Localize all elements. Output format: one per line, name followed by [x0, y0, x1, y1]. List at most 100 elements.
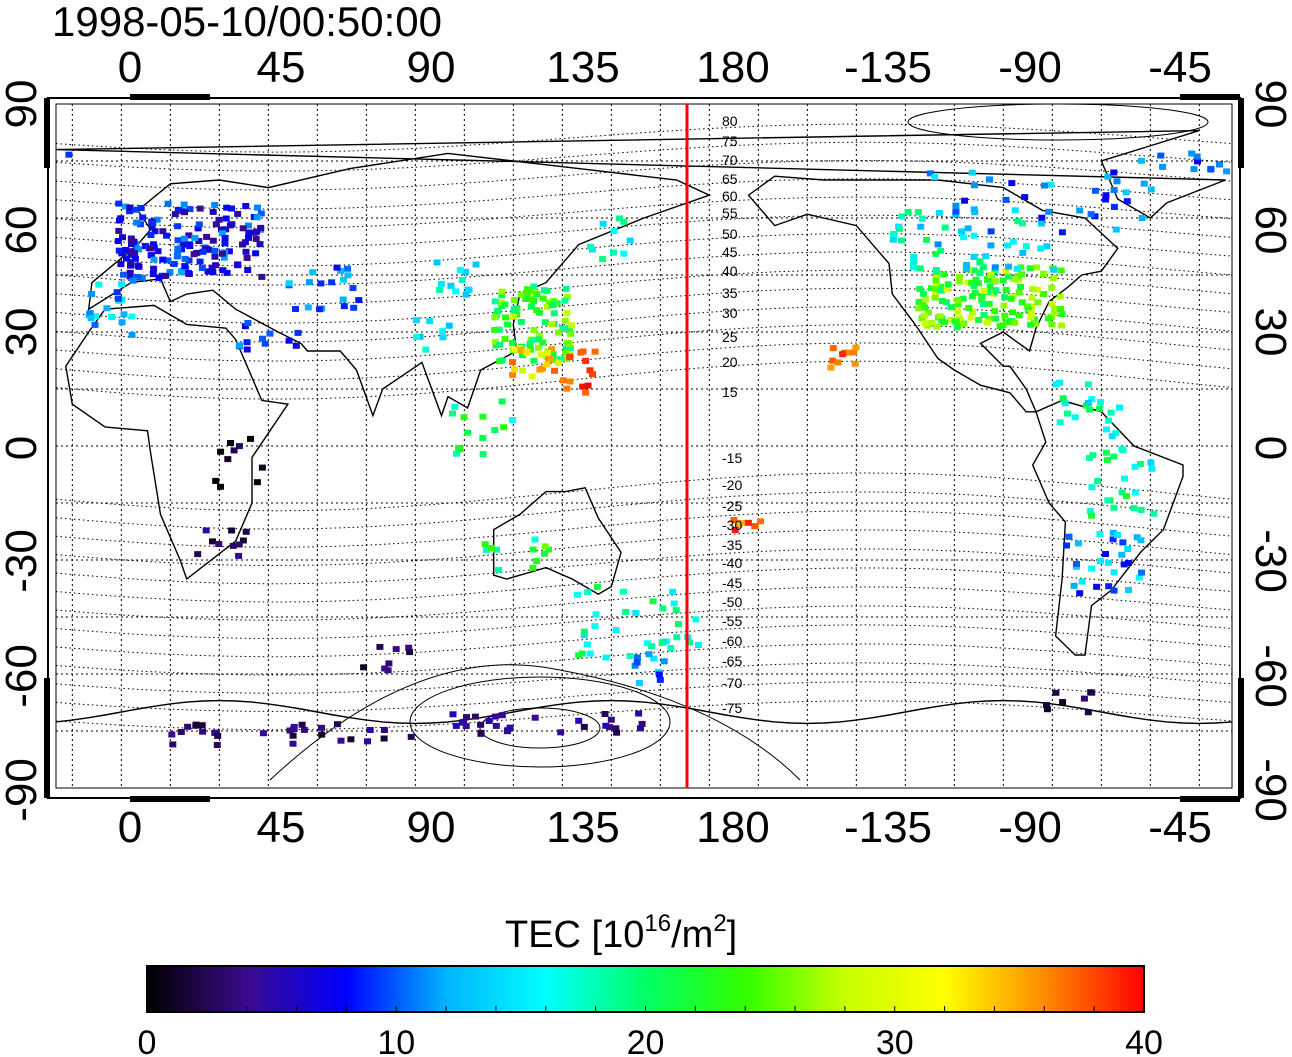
tec-point [942, 299, 950, 306]
tec-point [1028, 294, 1036, 301]
tec-point [965, 304, 973, 311]
tec-point [148, 223, 156, 230]
tec-point [219, 267, 227, 274]
tec-point [203, 233, 211, 240]
tec-point [1031, 320, 1039, 327]
tec-point [1124, 546, 1132, 552]
tec-point [1147, 186, 1155, 193]
tec-point [956, 274, 963, 281]
tec-point [1125, 559, 1132, 566]
tec-point [131, 250, 138, 257]
tec-point [562, 285, 570, 292]
tec-point [582, 389, 590, 396]
tec-point [971, 289, 979, 296]
tec-point [510, 313, 518, 320]
tec-point [980, 300, 987, 307]
tec-point [545, 546, 552, 553]
tec-point [562, 349, 570, 356]
tec-point [344, 272, 352, 279]
tec-point [509, 371, 517, 378]
tec-point [533, 307, 541, 314]
tec-point [147, 252, 155, 259]
tec-point [850, 349, 858, 356]
tec-point [1014, 218, 1022, 225]
tec-point [212, 477, 220, 484]
tec-point [65, 151, 73, 158]
mag-lat-label: 50 [722, 226, 738, 242]
tec-point [190, 251, 198, 258]
tec-point [147, 232, 155, 238]
tec-point [1017, 283, 1025, 290]
tec-point [217, 483, 224, 490]
tec-point [1056, 379, 1064, 386]
tec-point [904, 208, 912, 215]
tec-point [117, 215, 125, 222]
tec-point [955, 278, 963, 285]
tec-point [972, 276, 980, 283]
tec-point [501, 336, 509, 342]
tec-point [1002, 286, 1010, 293]
tec-point [620, 250, 628, 257]
tec-point [451, 403, 459, 410]
tec-point [1048, 301, 1056, 308]
tec-point [548, 321, 556, 328]
tec-point [218, 230, 226, 237]
top-lon-tick: 135 [546, 43, 619, 92]
tec-point [947, 304, 955, 311]
tec-point [337, 267, 345, 274]
tec-point [1110, 587, 1118, 594]
tec-point [1061, 400, 1069, 407]
tec-point [744, 519, 752, 526]
tec-point [932, 267, 940, 273]
mag-lat-label: -20 [722, 477, 742, 493]
tec-point [633, 659, 641, 666]
tec-point [1048, 321, 1056, 328]
tec-point [533, 558, 541, 564]
tec-point [1103, 426, 1110, 433]
tec-point [943, 286, 951, 293]
tec-point [952, 318, 960, 325]
tec-point [91, 321, 99, 328]
tec-point [551, 367, 558, 374]
mag-lat-label: -65 [722, 653, 742, 669]
tec-point [589, 371, 596, 378]
tec-point [258, 464, 266, 471]
tec-point [1095, 405, 1103, 412]
tec-point [567, 330, 575, 337]
tec-point [86, 310, 94, 317]
tec-point [149, 220, 157, 227]
top-lon-tick: 180 [696, 43, 769, 92]
tec-point [1057, 267, 1065, 274]
tec-point [1102, 192, 1110, 199]
tec-point [916, 265, 924, 272]
tec-point [316, 306, 323, 313]
tec-point [531, 536, 539, 543]
tec-point [463, 714, 470, 721]
tec-point [447, 282, 455, 289]
tec-point [1058, 311, 1066, 317]
tec-point [695, 642, 702, 648]
tec-point [498, 288, 506, 295]
tec-point [491, 338, 499, 345]
tec-point [660, 658, 668, 665]
tec-point [1037, 220, 1045, 227]
tec-point [344, 265, 351, 272]
tec-point [672, 607, 680, 614]
tec-point [115, 200, 123, 207]
tec-point [1103, 457, 1111, 464]
tec-point [471, 713, 479, 720]
tec-point [1188, 150, 1196, 157]
tec-point [355, 297, 363, 304]
tec-point [245, 229, 253, 236]
tec-point [533, 291, 541, 297]
tec-point [247, 435, 254, 442]
tec-point [242, 203, 250, 209]
tec-point [931, 294, 939, 301]
tec-point [1037, 245, 1045, 252]
tec-point [452, 288, 460, 295]
tec-point [1030, 316, 1038, 323]
tec-point [534, 344, 542, 351]
tec-point [1032, 264, 1040, 271]
tec-point [239, 537, 247, 544]
tec-point [133, 219, 141, 226]
